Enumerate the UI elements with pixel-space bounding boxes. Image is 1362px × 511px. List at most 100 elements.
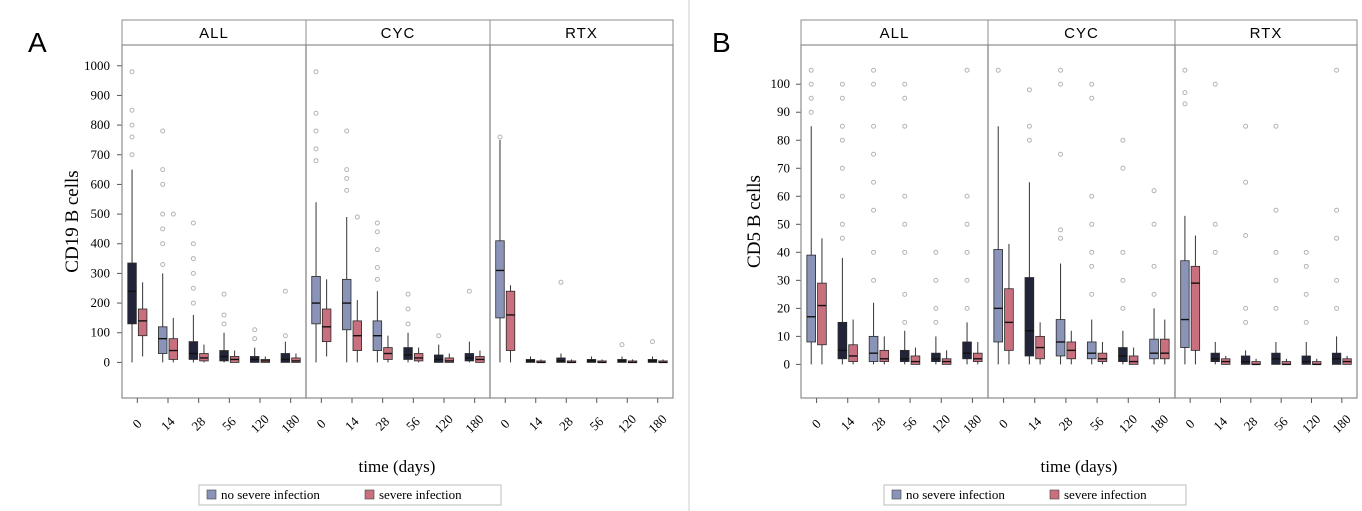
box (962, 341, 972, 360)
box (806, 254, 816, 343)
box-all-day0-no_severe (127, 69, 137, 363)
outlier-point (1026, 123, 1032, 129)
outlier-point (1058, 151, 1064, 157)
outlier-point (839, 95, 845, 101)
outlier-point (252, 336, 258, 342)
outlier-point (1273, 123, 1279, 129)
outlier-point (808, 81, 814, 87)
x-tick-label: 180 (462, 411, 486, 435)
box-rtx-day28-no_severe (556, 279, 566, 363)
box (219, 350, 229, 362)
box (495, 240, 505, 319)
box-rtx-day180-no_severe (1331, 67, 1342, 365)
y-tick-label: 40 (777, 244, 790, 259)
x-tick-label: 14 (158, 413, 178, 433)
box-all-day56-severe (229, 350, 240, 363)
box (464, 353, 475, 362)
box (879, 349, 890, 362)
facet-label: ALL (199, 25, 229, 42)
y-tick-label: 60 (777, 188, 790, 203)
box-rtx-day0-no_severe (495, 134, 505, 363)
outlier-point (1026, 137, 1032, 143)
outlier-point (129, 69, 135, 75)
x-tick-label: 56 (219, 413, 239, 433)
outlier-point (1151, 188, 1157, 194)
facet-strip (987, 19, 1176, 46)
outlier-point (808, 67, 814, 73)
outlier-point (1089, 81, 1095, 87)
outlier-point (649, 339, 655, 345)
x-tick-label: 120 (247, 411, 271, 435)
outlier-point (252, 327, 258, 333)
outlier-point (1212, 81, 1218, 87)
box (817, 282, 827, 346)
outlier-point (902, 291, 908, 297)
outlier-point (313, 69, 319, 75)
box (910, 355, 921, 365)
facet-frame (800, 44, 989, 399)
outlier-point (902, 249, 908, 255)
legend-label-no-severe: no severe infection (221, 487, 320, 502)
outlier-point (964, 221, 970, 227)
outlier-point (1058, 67, 1064, 73)
outlier-point (405, 306, 411, 312)
box-all-day28-no_severe (868, 67, 879, 365)
x-tick-label: 28 (372, 414, 392, 434)
outlier-point (221, 312, 227, 318)
outlier-point (1243, 233, 1249, 239)
box-cyc-day28-no_severe (372, 220, 383, 363)
outlier-point (354, 214, 360, 220)
outlier-point (1334, 235, 1340, 241)
box-cyc-day180-severe (475, 350, 485, 363)
outlier-point (282, 288, 288, 294)
box-cyc-day120-no_severe (434, 333, 444, 363)
outlier-point (933, 305, 939, 311)
outlier-point (1212, 249, 1218, 255)
outlier-point (221, 321, 227, 327)
y-tick-label: 10 (777, 328, 790, 343)
outlier-point (344, 175, 350, 181)
outlier-point (1026, 87, 1032, 93)
box (199, 353, 209, 362)
x-axis-label: time (days) (359, 457, 436, 476)
facet-strip (489, 19, 674, 46)
box (973, 352, 983, 362)
outlier-point (374, 229, 380, 235)
box-rtx-day28-no_severe (1240, 123, 1251, 365)
outlier-point (374, 247, 380, 253)
outlier-point (160, 211, 166, 217)
box-cyc-day14-severe (1035, 322, 1045, 365)
outlier-point (839, 165, 845, 171)
y-tick-label: 0 (784, 356, 791, 371)
y-axis-label: CD19 B cells (62, 170, 83, 272)
box (1128, 355, 1139, 365)
x-tick-label: 0 (313, 416, 328, 431)
outlier-point (1089, 291, 1095, 297)
outlier-point (160, 167, 166, 173)
box-rtx-day120-no_severe (617, 342, 627, 363)
y-tick-label: 500 (91, 206, 111, 221)
box-cyc-day180-severe (1160, 319, 1170, 365)
facet-strip (121, 19, 307, 46)
outlier-point (871, 207, 877, 213)
x-tick-label: 28 (869, 414, 889, 434)
outlier-point (1303, 319, 1309, 325)
box-all-day56-no_severe (219, 291, 229, 363)
facet-frame (305, 44, 491, 399)
outlier-point (1089, 193, 1095, 199)
outlier-point (1303, 249, 1309, 255)
box-all-day180-no_severe (962, 67, 972, 365)
facet-frame (987, 44, 1176, 399)
outlier-point (160, 128, 166, 134)
y-tick-label: 90 (777, 104, 790, 119)
outlier-point (129, 122, 135, 128)
y-tick-label: 300 (91, 265, 111, 280)
box-cyc-day56-no_severe (403, 291, 413, 363)
outlier-point (871, 151, 877, 157)
box (1301, 355, 1311, 365)
outlier-point (933, 319, 939, 325)
box (1118, 347, 1128, 362)
outlier-point (1120, 277, 1126, 283)
outlier-point (313, 128, 319, 134)
legend-swatch-severe (1049, 489, 1060, 500)
